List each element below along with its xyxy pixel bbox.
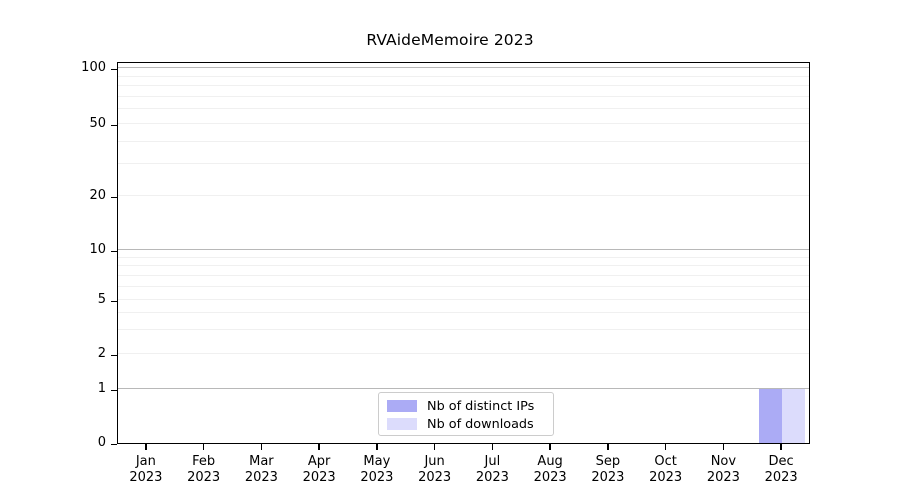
x-tick-label: Aug 2023 bbox=[533, 454, 567, 485]
x-tick-label: Oct 2023 bbox=[649, 454, 683, 485]
x-tick-mark bbox=[202, 444, 205, 450]
legend-label: Nb of distinct IPs bbox=[427, 398, 535, 414]
y-tick-label: 100 bbox=[81, 60, 106, 75]
x-tick-mark bbox=[376, 444, 378, 450]
x-tick-mark bbox=[491, 444, 494, 450]
plot-area bbox=[117, 62, 810, 444]
legend-item[interactable]: Nb of distinct IPs bbox=[387, 398, 545, 414]
x-tick-mark bbox=[549, 444, 551, 450]
x-tick-mark bbox=[607, 444, 609, 450]
x-tick-label: Dec 2023 bbox=[764, 454, 798, 485]
x-tick-label: Nov 2023 bbox=[706, 454, 740, 485]
y-axis: 0 1 2 5 10 20 50 100 bbox=[0, 0, 117, 500]
x-tick-mark bbox=[260, 444, 263, 450]
bar-nb-of-distinct-ips bbox=[759, 389, 783, 443]
x-tick-mark bbox=[664, 444, 667, 450]
x-tick-label: Mar 2023 bbox=[244, 454, 278, 485]
bars-layer bbox=[118, 63, 809, 443]
x-tick-label: Jan 2023 bbox=[129, 454, 163, 485]
x-tick-label: Jun 2023 bbox=[418, 454, 452, 485]
x-axis: Jan 2023 Feb 2023 Mar 2023 Apr 2023 May 2023… bbox=[0, 444, 900, 500]
legend-swatch-icon bbox=[387, 400, 417, 412]
y-tick-label: 50 bbox=[89, 116, 106, 131]
legend-swatch-icon bbox=[387, 418, 417, 430]
x-tick-mark bbox=[780, 444, 782, 450]
x-tick-label: Apr 2023 bbox=[302, 454, 336, 485]
legend-item[interactable]: Nb of downloads bbox=[387, 416, 545, 432]
y-tick-label: 2 bbox=[97, 346, 106, 361]
chart-legend: Nb of distinct IPs Nb of downloads bbox=[378, 392, 554, 436]
y-tick-label: 1 bbox=[97, 381, 106, 396]
chart-title: RVAideMemoire 2023 bbox=[366, 31, 534, 49]
x-tick-mark bbox=[145, 444, 147, 450]
bar-nb-of-downloads bbox=[782, 389, 806, 443]
x-tick-label: Sep 2023 bbox=[591, 454, 625, 485]
y-tick-label: 20 bbox=[89, 188, 106, 203]
y-tick-label: 10 bbox=[89, 242, 106, 257]
x-tick-label: Feb 2023 bbox=[187, 454, 221, 485]
x-tick-label: Jul 2023 bbox=[475, 454, 509, 485]
x-tick-label: May 2023 bbox=[360, 454, 394, 485]
x-tick-mark bbox=[318, 444, 320, 450]
legend-label: Nb of downloads bbox=[427, 416, 534, 432]
x-tick-mark bbox=[722, 444, 725, 450]
y-tick-label: 5 bbox=[97, 292, 106, 307]
y-tick-label: 0 bbox=[97, 435, 106, 450]
x-tick-mark bbox=[433, 444, 436, 450]
